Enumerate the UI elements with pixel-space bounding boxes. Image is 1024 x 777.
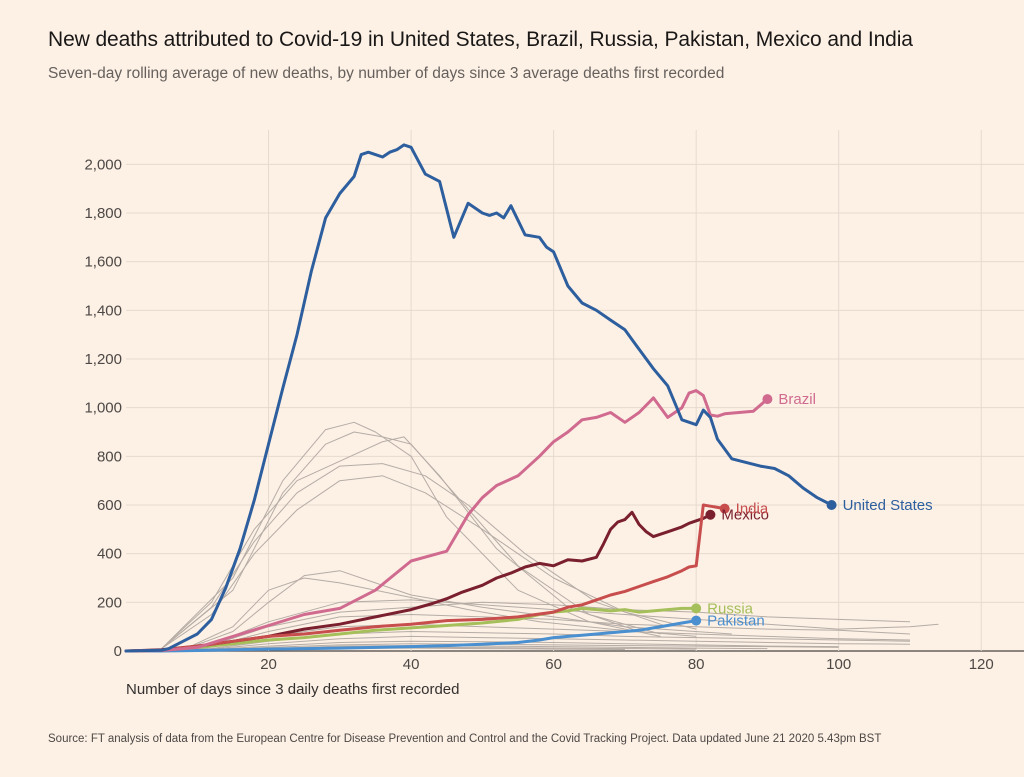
background-series-line (197, 614, 911, 651)
x-tick-label: 100 (826, 656, 851, 673)
series-endpoint-brazil (762, 394, 773, 405)
series-endpoint-russia (691, 603, 702, 614)
chart-title: New deaths attributed to Covid-19 in Uni… (48, 28, 913, 51)
y-tick-label: 1,200 (84, 351, 122, 368)
series-line-mexico (124, 510, 712, 653)
series-line-united-states (124, 143, 834, 653)
grid-layer (126, 130, 1024, 652)
x-tick-label: 60 (545, 656, 562, 673)
y-tick-label: 2,000 (84, 156, 122, 173)
background-series-line (197, 601, 911, 651)
y-tick-label: 1,600 (84, 254, 122, 271)
background-series-line (197, 643, 839, 652)
series-label-pakistan: Pakistan (707, 613, 765, 630)
background-series-line (161, 431, 661, 649)
y-axis-ticks: 0 200 400 600 800 1,000 1,200 1,400 1,600 1,800 2,… (84, 156, 122, 660)
y-tick-label: 400 (97, 546, 122, 563)
chart-subtitle: Seven-day rolling average of new deaths,… (48, 65, 725, 82)
series-line-india (124, 503, 727, 653)
series-label-russia: Russia (707, 600, 754, 617)
series-endpoint-india (719, 503, 730, 514)
series-label-mexico: Mexico (721, 507, 769, 524)
y-tick-label: 600 (97, 497, 122, 514)
series-label-united-states: United States (843, 497, 933, 514)
series-endpoint-united-states (826, 500, 837, 510)
series-endpoint-pakistan (691, 615, 702, 626)
chart-plot: 0 200 400 600 800 1,000 1,200 1,400 1,600 1,800 2,… (84, 130, 1024, 698)
source-note: Source: FT analysis of data from the Eur… (48, 733, 882, 745)
y-tick-label: 0 (114, 643, 122, 660)
background-series-line (182, 570, 732, 651)
x-tick-label: 80 (688, 656, 705, 673)
series-line-pakistan (124, 619, 698, 653)
background-series-line (161, 421, 661, 649)
y-tick-label: 200 (97, 594, 122, 611)
background-series-line (197, 599, 939, 651)
y-tick-label: 1,800 (84, 205, 122, 222)
series-line-brazil (124, 389, 769, 653)
x-tick-label: 40 (403, 656, 420, 673)
series-endpoint-mexico (705, 509, 716, 520)
x-axis-label: Number of days since 3 daily deaths firs… (126, 681, 460, 698)
background-series-line (197, 623, 911, 651)
y-tick-label: 1,400 (84, 302, 122, 319)
background-series-line (161, 475, 697, 650)
y-tick-label: 1,000 (84, 400, 122, 417)
x-tick-label: 120 (969, 656, 994, 673)
x-tick-label: 20 (260, 656, 277, 673)
y-tick-label: 800 (97, 448, 122, 465)
series-label-india: India (736, 501, 769, 518)
series-label-brazil: Brazil (778, 391, 816, 408)
series-layer (124, 143, 837, 653)
x-axis-ticks: 20 40 60 80 100 120 (260, 656, 994, 673)
background-series-line (161, 463, 668, 649)
